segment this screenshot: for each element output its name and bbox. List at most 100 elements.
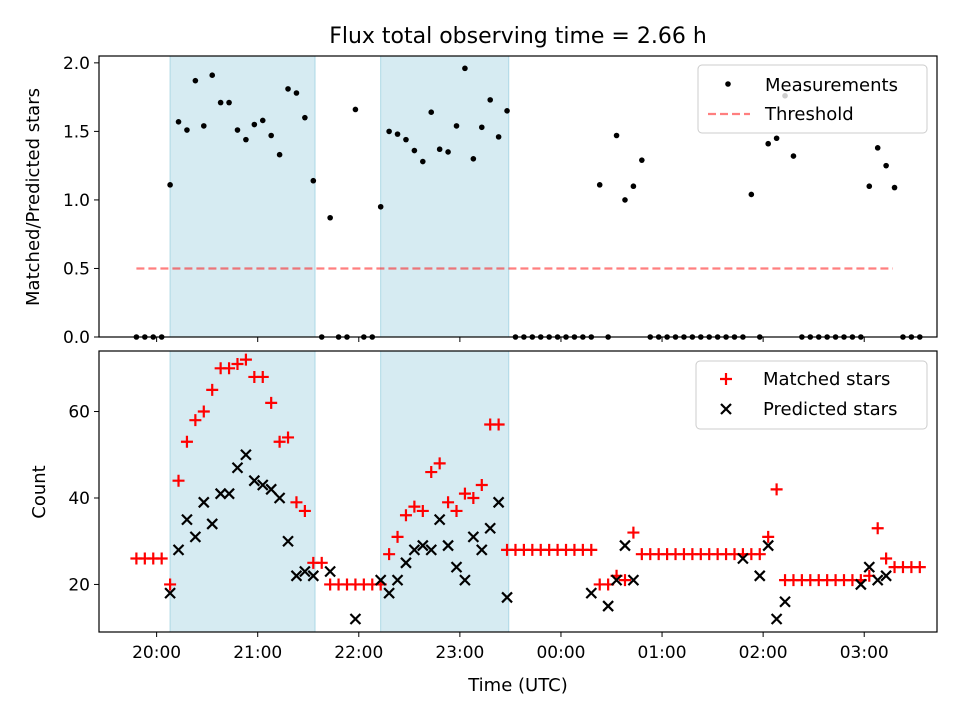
measurement-point [420,158,426,165]
predicted-star-point [349,613,362,625]
x-tick-label: 01:00 [638,643,687,663]
predicted-star-point [248,474,261,487]
measurement-point [411,147,418,154]
measurement-point [630,183,637,190]
predicted-star-point [442,539,454,552]
predicted-star-point [324,565,336,578]
ratio-x-axis [156,337,865,342]
matched-star-point [180,435,193,448]
measurement-point [622,197,628,203]
y-tick-label: 1.0 [63,191,90,211]
count-legend-box [695,360,928,430]
measurement-point [495,134,502,140]
matched-star-point [172,474,185,487]
measurement-point [200,123,207,129]
predicted-star-point [492,496,505,509]
matched-star-point [391,530,404,543]
matched-star-point [231,357,244,370]
matched-star-point [618,574,631,587]
count-plot-area [130,353,926,625]
measurement-point [226,99,232,106]
measurement-point [748,191,755,198]
y-tick-label: 0.0 [63,328,90,348]
measurement-point [310,177,317,184]
count-panel: 20 40 60 20:00 21:00 22:00 23:00 00:00 01:00 02:… [29,350,938,696]
predicted-star-point [231,461,244,474]
measurement-point [883,162,889,169]
measurement-point [428,109,435,115]
predicted-star-point [391,574,404,586]
predicted-star-point [871,574,884,586]
matched-star-point [189,414,202,427]
predicted-star-point [307,570,320,582]
x-tick-label: 00:00 [536,643,585,663]
predicted-star-point [417,539,429,552]
matched-star-point [475,479,488,492]
count-y-axis-label: Count [29,465,50,518]
matched-star-point [762,530,775,543]
predicted-star-point [299,565,311,578]
predicted-star-point [273,492,286,504]
measurement-point [790,153,797,159]
measurement-point [217,99,224,106]
predicted-star-point [256,479,269,491]
predicted-star-point [164,587,176,599]
predicted-star-point [408,544,421,556]
measurement-point [639,157,645,163]
predicted-star-point [467,531,480,543]
matched-star-point [282,431,295,444]
matched-star-point [627,526,640,539]
matched-star-point [433,457,446,470]
predicted-star-point [855,578,867,591]
count-highlight-spans [169,350,510,633]
measurement-point [167,182,173,188]
measurement-point [478,124,485,131]
y-tick-label: 40 [68,489,90,509]
predicted-star-point [627,574,640,586]
predicted-star-point [585,587,598,599]
matched-star-point [585,543,598,556]
legend-measurements: Measurements [765,75,898,96]
matched-star-point [298,504,311,517]
x-tick-label: 20:00 [132,643,181,663]
predicted-star-point [223,487,235,500]
matched-star-point [273,435,286,448]
count-panel-frame [98,350,938,633]
measurement-point [327,214,333,221]
ratio-panel-frame [98,55,938,338]
x-tick-label: 22:00 [334,643,383,663]
ratio-panel: 0.00.51.01.52.0 Matched/Predicted stars … [23,54,938,348]
predicted-star-point [240,448,252,461]
measurement-point [470,156,477,162]
predicted-star-point [484,522,496,535]
measurement-point [436,146,443,153]
predicted-legend-marker [720,403,732,415]
matched-star-point [880,552,893,565]
observing-span-1 [169,350,316,633]
legend-threshold: Threshold [764,104,854,125]
measurement-point [175,118,182,125]
measurement-point [377,203,384,210]
predicted-star-point [880,570,892,582]
matched-star-point [164,578,177,591]
measurement-point [386,128,392,135]
ratio-y-axis-label: Matched/Predicted stars [23,88,44,306]
measurement-point [302,114,308,121]
matched-star-point [223,362,236,375]
measurement-point [866,183,873,190]
matched-star-point [450,504,463,517]
measurement-point [403,136,409,143]
ratio-legend: Measurements Threshold [697,64,928,134]
measurement-point [293,90,300,96]
predicted-star-point [863,561,876,573]
predicted-star-point [753,570,766,582]
y-tick-label: 60 [68,403,90,423]
matched-star-point [458,487,471,500]
legend-predicted: Predicted stars [763,399,897,420]
measurement-point [209,72,216,78]
legend-matched: Matched stars [763,369,890,390]
predicted-star-point [476,544,488,556]
predicted-star-point [198,496,210,509]
matched-legend-marker [720,373,732,385]
measurement-point [504,108,510,114]
